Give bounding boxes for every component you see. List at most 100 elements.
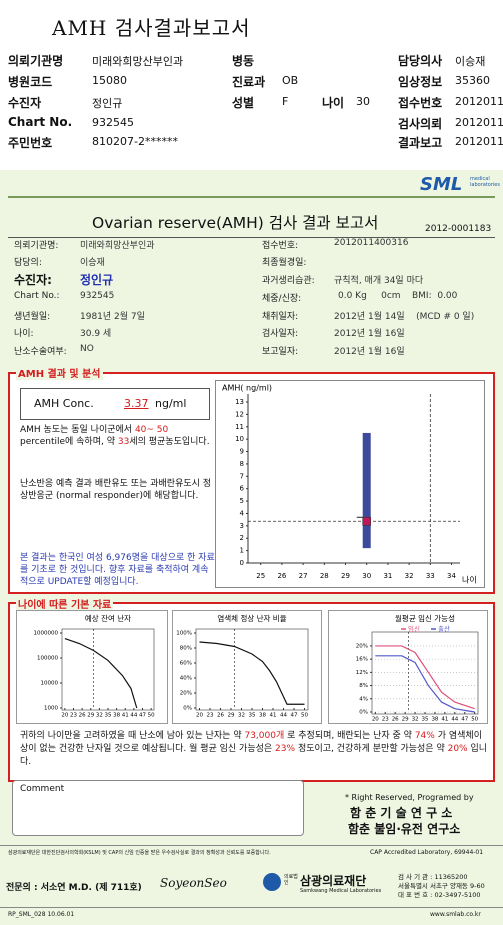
field-value: F bbox=[282, 95, 289, 108]
chart-frame bbox=[215, 380, 485, 588]
field-label: 의뢰기관명: bbox=[14, 241, 59, 251]
signature: 함춘 불임·유전 연구소 bbox=[348, 822, 461, 836]
section-title: 나이에 따른 기본 자료 bbox=[16, 596, 114, 611]
contact: 대 표 번 호 : 02-3497-5100 bbox=[398, 891, 481, 899]
field-label: 과거생리습관: bbox=[262, 276, 315, 286]
doctor-sign: SoyeonSeo bbox=[160, 876, 227, 890]
summary-highlight: 73,000개 bbox=[244, 731, 285, 741]
text: AMH 농도는 동일 나이군에서 bbox=[20, 425, 133, 435]
summary-highlight: 20% bbox=[447, 744, 468, 754]
field-label: 검사일자: bbox=[262, 329, 299, 339]
conc-box bbox=[20, 388, 210, 420]
conc-label: AMH Conc. bbox=[34, 397, 94, 410]
field-label: 담당의사 bbox=[398, 54, 443, 68]
field-value: 1981년 2월 7일 bbox=[80, 312, 145, 322]
field-value: 810207-2****** bbox=[92, 135, 178, 148]
field-label: Chart No. bbox=[8, 115, 73, 129]
field-label: 성별 bbox=[232, 96, 255, 110]
chart-frame bbox=[328, 610, 488, 724]
report-no: 2012-0001183 bbox=[425, 224, 492, 234]
field-label: 난소수술여부: bbox=[14, 347, 67, 357]
field-label: 보고일자: bbox=[262, 347, 299, 357]
rule bbox=[8, 196, 495, 198]
cap: CAP Accredited Laboratory, 69944-01 bbox=[370, 849, 484, 856]
summary-highlight: 74% bbox=[414, 731, 435, 741]
rule bbox=[0, 907, 503, 908]
comment-label: Comment bbox=[20, 784, 65, 794]
rule bbox=[8, 237, 495, 238]
field-value: 932545 bbox=[92, 116, 134, 129]
section-title: AMH 결과 및 분석 bbox=[16, 365, 103, 380]
paragraph: 본 결과는 한국인 여성 6,976명을 대상으로 한 자료를 기초로 한 것입… bbox=[20, 553, 215, 587]
field-label: 나이: bbox=[14, 329, 34, 339]
field-label: 담당의: bbox=[14, 258, 42, 268]
field-label: 최종월경일: bbox=[262, 258, 307, 268]
contact: 검 사 기 관 : 11365200 bbox=[398, 873, 468, 881]
conc-unit: ng/ml bbox=[155, 397, 187, 410]
field-label: 임상정보 bbox=[398, 75, 443, 89]
signature: * Right Reserved, Programed by bbox=[345, 793, 474, 802]
paragraph: AMH 농도는 동일 나이군에서 40~ 50 percentile에 속하며,… bbox=[20, 424, 216, 448]
text: 세의 평균농도입니다. bbox=[129, 437, 210, 447]
field-value: 2012011400316 bbox=[334, 238, 409, 248]
contact: 서울특별시 서초구 양재동 9-60 bbox=[398, 882, 485, 890]
field-label: 접수번호: bbox=[262, 241, 299, 251]
field-label: 접수번호 bbox=[398, 96, 443, 110]
field-label: 병동 bbox=[232, 54, 255, 68]
org-prefix: 의료법인 bbox=[284, 874, 298, 886]
field-label: 수진자 bbox=[8, 96, 42, 110]
notice: 삼광의료재단은 대한진단검사의학회(KSLM) 및 CAP의 신임 인증을 받은… bbox=[8, 850, 271, 856]
chart-frame bbox=[172, 610, 322, 724]
paragraph: 난소반응 예측 결과 배란유도 또는 과배란유도시 정상반응군 (normal … bbox=[20, 479, 212, 501]
doctor: 전문의 : 서소연 M.D. (제 711호) bbox=[6, 883, 142, 893]
field-value: 0.0 Kg 0cm BMI: 0.00 bbox=[338, 291, 458, 301]
field-label: Chart No.: bbox=[14, 291, 60, 301]
summary-text: 로 추정되며, 배란되는 난자 중 약 bbox=[287, 731, 412, 741]
org: 삼광의료재단 bbox=[300, 874, 367, 888]
field-label: 의뢰기관명 bbox=[8, 54, 64, 68]
field-value: 이승재 bbox=[455, 55, 486, 68]
summary-text: 귀하의 나이만을 고려하였을 때 난소에 남아 있는 난자는 약 bbox=[20, 731, 242, 741]
field-value: 30 bbox=[356, 95, 370, 108]
field-value: 20120114 bbox=[455, 95, 503, 108]
field-value: OB bbox=[282, 74, 299, 87]
summary: 귀하의 나이만을 고려하였을 때 난소에 남아 있는 난자는 약 73,000개… bbox=[20, 730, 488, 769]
field-value: 932545 bbox=[80, 291, 115, 301]
field-value: 2012년 1월 14일 (MCD # 0 일) bbox=[334, 312, 475, 322]
logo: SML bbox=[420, 174, 463, 195]
chart-frame bbox=[16, 610, 168, 724]
summary-highlight: 23% bbox=[275, 744, 296, 754]
field-label: 검사의뢰 bbox=[398, 117, 443, 131]
field-value: 2012년 1월 16일 bbox=[334, 347, 405, 357]
field-value: 15080 bbox=[92, 74, 127, 87]
org-en: Samkwang Medical Laboratories bbox=[300, 888, 382, 894]
signature: 함 춘 기 술 연 구 소 bbox=[350, 806, 453, 820]
field-label: 진료과 bbox=[232, 75, 266, 89]
field-value: NO bbox=[80, 344, 94, 354]
logo-sub: medical laboratories bbox=[470, 176, 500, 188]
header-title: AMH 검사결과보고서 bbox=[52, 16, 251, 40]
field-value: 20120114 bbox=[455, 116, 503, 129]
field-label: 수진자: bbox=[14, 273, 52, 287]
conc-value: 3.37 bbox=[124, 397, 149, 410]
field-value: 미래와희망산부인과 bbox=[80, 241, 155, 251]
field-value: 2012년 1월 16일 bbox=[334, 329, 405, 339]
url: www.smlab.co.kr bbox=[430, 911, 481, 918]
field-label: 병원코드 bbox=[8, 75, 53, 89]
field-value: 35360 bbox=[455, 74, 490, 87]
org-icon bbox=[263, 873, 281, 891]
field-value: 이승재 bbox=[80, 258, 105, 268]
field-value: 30.9 세 bbox=[80, 329, 112, 339]
field-label: 주민번호 bbox=[8, 136, 53, 150]
summary-text: 가 염색체이상이 없는 건강한 난자일 것으로 예상됩니다. 월 평균 임신 가… bbox=[20, 731, 482, 754]
form-no: RP_SML_028 10.06.01 bbox=[8, 911, 75, 918]
field-value: 규칙적, 매개 34일 마다 bbox=[334, 276, 424, 286]
field-label: 나이 bbox=[322, 96, 345, 110]
text: percentile에 속하며, 약 bbox=[20, 437, 115, 447]
percentile: 40~ 50 bbox=[134, 425, 169, 435]
field-label: 결과보고 bbox=[398, 136, 443, 150]
field-value: 20120116 bbox=[455, 135, 503, 148]
summary-text: 입니다. bbox=[20, 744, 488, 767]
rule bbox=[0, 845, 503, 846]
